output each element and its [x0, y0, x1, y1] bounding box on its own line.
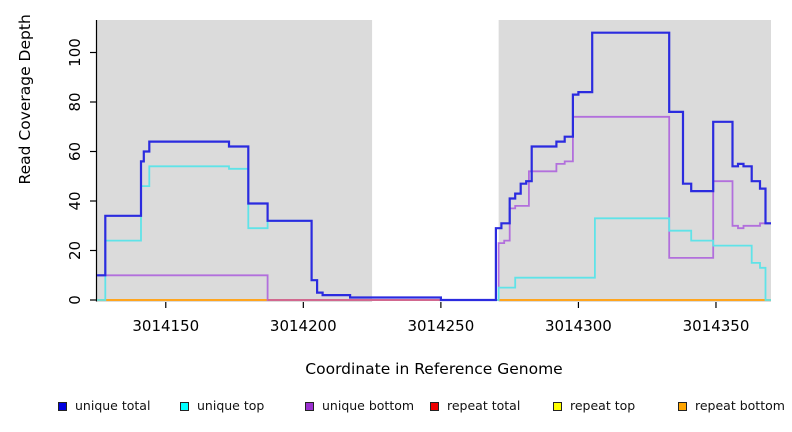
x-tick-label: 3014250 [407, 317, 474, 335]
legend-item-repeat-top: repeat top [553, 399, 635, 413]
x-tick-label: 3014200 [270, 317, 337, 335]
legend-item-unique-top: unique top [180, 399, 264, 413]
x-tick-label: 3014300 [545, 317, 612, 335]
y-tick-label: 20 [66, 241, 84, 260]
no-data-band [372, 20, 499, 302]
coverage-plot-canvas: 0 20 40 60 80 100 3014150 3014200 3014250 3014300… [66, 20, 771, 335]
legend-label: repeat top [570, 398, 636, 413]
y-tick-label: 100 [66, 38, 84, 67]
y-tick-label: 80 [66, 92, 84, 111]
legend-item-repeat-bottom: repeat bottom [678, 399, 785, 413]
legend-label: repeat total [447, 398, 521, 413]
legend-label: repeat bottom [695, 398, 785, 413]
unique-top-swatch-icon [180, 401, 189, 411]
series-line-unique-total [97, 31, 771, 302]
y-axis-title-text: Read Coverage Depth [16, 14, 34, 185]
repeat-bottom-swatch-icon [678, 401, 687, 411]
x-axis-title: Coordinate in Reference Genome [305, 360, 563, 378]
legend-item-unique-bottom: unique bottom [305, 399, 414, 413]
legend-item-unique-total: unique total [58, 399, 150, 413]
legend-label: unique bottom [322, 398, 415, 413]
y-axis-title: Read Coverage Depth [16, 14, 46, 192]
y-tick-label: 60 [66, 142, 84, 161]
unique-total-swatch-icon [58, 401, 67, 411]
legend-item-repeat-total: repeat total [430, 399, 520, 413]
series-line-unique-bottom [97, 115, 771, 301]
repeat-total-swatch-icon [430, 401, 439, 411]
legend: unique total unique top unique bottom re… [0, 399, 792, 419]
legend-label: unique total [75, 398, 151, 413]
unique-bottom-swatch-icon [305, 401, 314, 411]
repeat-top-swatch-icon [553, 401, 562, 411]
x-tick-label: 3014350 [683, 317, 750, 335]
legend-label: unique top [197, 398, 265, 413]
x-tick-label: 3014150 [132, 317, 199, 335]
y-tick-label: 0 [66, 295, 84, 305]
y-tick-label: 40 [66, 191, 84, 210]
